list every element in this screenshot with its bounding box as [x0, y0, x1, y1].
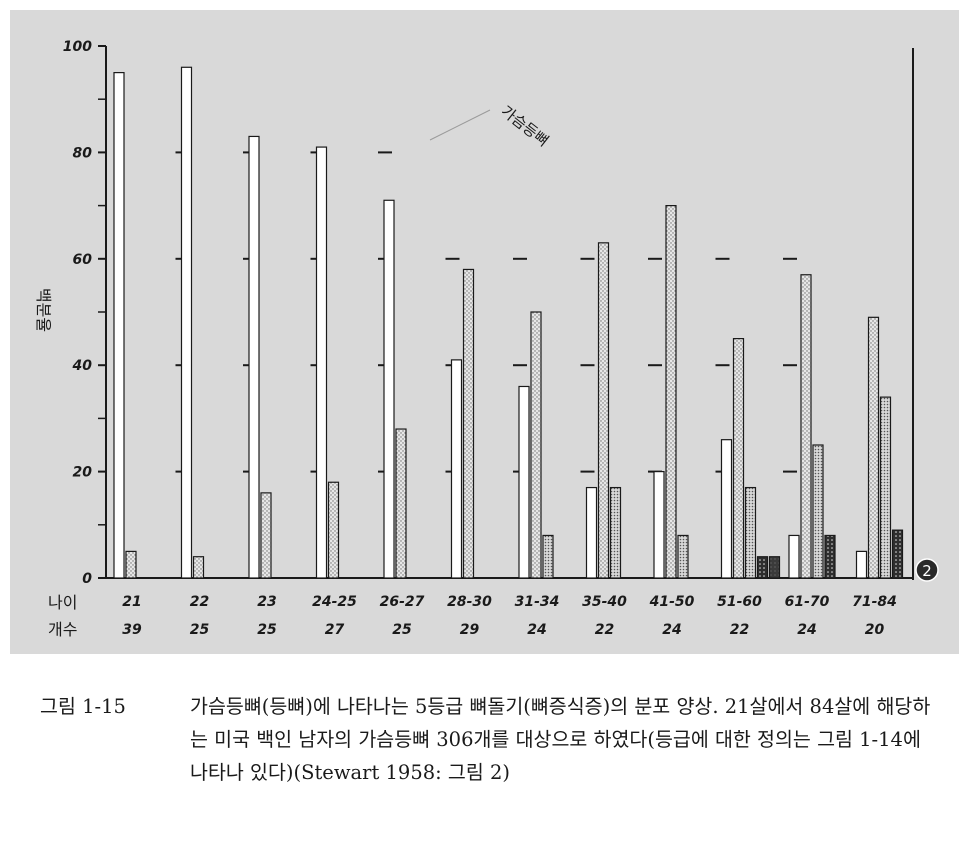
bar-grade-2 [867, 316, 880, 579]
caption-label: 그림 1-15 [40, 695, 126, 718]
y-tick-label: 100 [63, 39, 92, 55]
y-tick-label: 40 [72, 358, 93, 374]
x-tick-label-age: 24-25 [312, 594, 357, 610]
bar-grade-2 [597, 242, 610, 579]
x-tick-label-age: 21 [122, 594, 141, 610]
bar-grade-2 [260, 492, 272, 579]
bar-grade-4 [891, 529, 904, 579]
bar-grade-1 [450, 359, 463, 579]
x-tick-label-count: 24 [662, 622, 681, 638]
x-tick-label-age: 41-50 [649, 594, 695, 610]
y-tick-label: 20 [73, 465, 93, 481]
bar-grade-3 [677, 534, 689, 579]
x-tick-label-age: 35-40 [582, 594, 627, 610]
row-label-count: 개수 [48, 620, 77, 639]
x-tick-label-count: 27 [325, 622, 345, 638]
bar-grade-1 [518, 385, 530, 579]
x-tick-label-count: 22 [730, 622, 749, 638]
figure-marker-circle [915, 558, 939, 582]
annotation-label: 가슴등뼈 [498, 102, 553, 150]
x-tick-label-count: 29 [460, 622, 480, 638]
bar-grade-2 [800, 274, 812, 579]
bar-grade-1 [855, 550, 868, 579]
bar-grade-2 [395, 428, 407, 579]
bar-grade-2 [125, 550, 137, 579]
bar-grade-1 [653, 471, 665, 579]
x-tick-label-count: 25 [392, 622, 412, 638]
x-tick-label-count: 39 [122, 622, 142, 638]
row-label-age: 나이 [48, 593, 77, 612]
bar-grade-3 [542, 534, 554, 579]
x-tick-label-count: 25 [190, 622, 210, 638]
labels-layer: 0 20 40 60 80 100 21 39 22 25 23 25 24-25 27 26-27 25 28… [63, 39, 897, 638]
x-tick-label-age: 23 [257, 594, 276, 610]
bar-grade-2 [530, 311, 542, 579]
bar-grade-2 [192, 556, 205, 579]
x-tick-label-age: 26-27 [380, 594, 425, 610]
x-tick-label-count: 20 [865, 622, 885, 638]
bar-grade-1 [315, 146, 328, 579]
bar-grade-3 [812, 444, 824, 579]
x-tick-label-age: 61-70 [785, 594, 830, 610]
bar-grade-3 [879, 396, 892, 579]
bar-grade-4 [756, 556, 769, 579]
y-tick-label: 0 [82, 571, 92, 587]
x-tick-label-count: 22 [595, 622, 614, 638]
y-tick-label: 60 [73, 252, 93, 268]
bar-grade-1 [585, 486, 598, 579]
x-tick-label-age: 28-30 [447, 594, 492, 610]
x-tick-label-age: 31-34 [515, 594, 560, 610]
bar-grade-1 [248, 135, 260, 579]
x-tick-label-count: 24 [797, 622, 816, 638]
x-tick-label-age: 22 [190, 594, 209, 610]
axis-layer [98, 45, 913, 579]
x-tick-label-count: 24 [527, 622, 546, 638]
bar-grade-2 [732, 338, 745, 579]
figure-marker-number: 2 [922, 562, 932, 580]
bar-grade-3 [744, 486, 757, 579]
caption-body: 가슴등뼈(등뼈)에 나타나는 5등급 뼈돌기(뼈증식증)의 분포 양상. 21살… [190, 695, 931, 784]
bar-chart: 0 20 40 60 80 100 21 39 22 25 23 25 24-25 27 26-27 25 28… [34, 39, 939, 639]
bar-grade-2 [665, 205, 677, 579]
bar-grade-3 [609, 486, 622, 579]
x-tick-label-age: 51-60 [717, 594, 762, 610]
y-axis-label: 백분율 [34, 288, 53, 332]
bar-grade-1 [788, 534, 800, 579]
chart-panel: 0 20 40 60 80 100 21 39 22 25 23 25 24-25 27 26-27 25 28… [10, 10, 959, 654]
bar-grade-1 [113, 71, 125, 579]
y-tick-label: 80 [73, 145, 93, 161]
bar-grade-1 [180, 66, 193, 579]
x-tick-label-age: 71-84 [852, 594, 897, 610]
bars-layer [113, 66, 904, 579]
bar-grade-1 [720, 439, 733, 579]
x-tick-label-count: 25 [257, 622, 277, 638]
bar-grade-4 [824, 534, 836, 579]
bar-grade-5 [768, 556, 781, 579]
annotation-pointer [429, 109, 491, 141]
bar-grade-2 [462, 268, 475, 579]
bar-grade-2 [327, 481, 340, 579]
bar-grade-1 [383, 199, 395, 579]
